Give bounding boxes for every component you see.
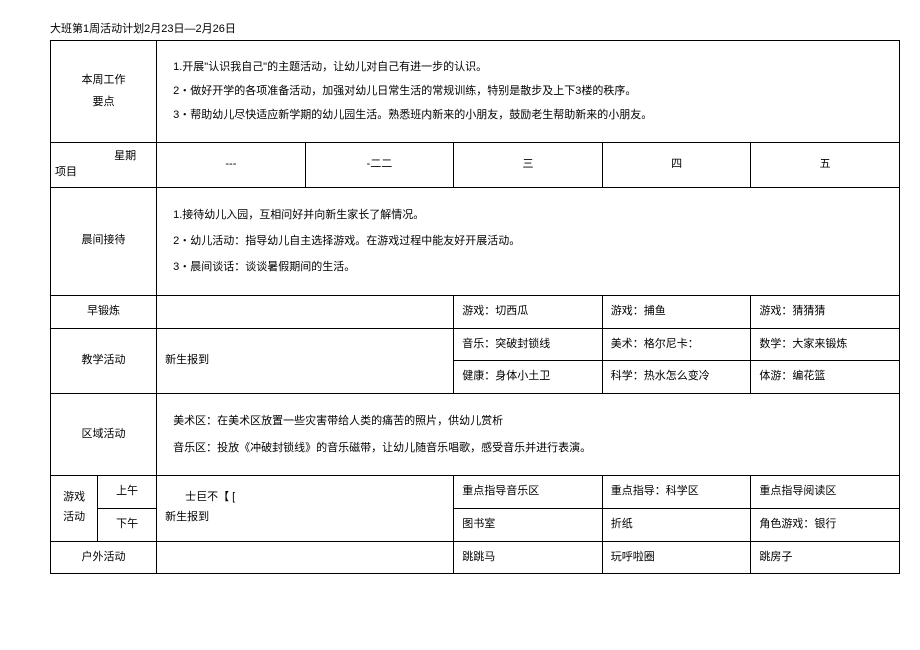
game-d12: 士巨不【 [ 新生报到 [157,475,454,541]
teaching-d4b: 科学：热水怎么变冷 [602,361,751,394]
game-pm-d3: 图书室 [454,508,603,541]
morning-reception-1: 1.接待幼儿入园，互相问好并向新生家长了解情况。 [173,202,883,228]
week-point-3: 3・帮助幼儿尽快适应新学期的幼儿园生活。熟悉班内新来的小朋友，鼓励老生帮助新来的… [173,103,883,127]
game-pm-d5: 角色游戏：银行 [751,508,900,541]
outdoor-d12 [157,541,454,574]
game-pm-d12: 新生报到 [165,508,445,528]
area-activity-2: 音乐区：投放《冲破封锁线》的音乐磁带，让幼儿随音乐唱歌，感受音乐并进行表演。 [173,435,883,461]
morning-exercise-d4: 游戏：捕鱼 [602,295,751,328]
game-activity-header: 游戏 活动 [51,475,98,541]
week-point-1: 1.开展"认识我自己"的主题活动，让幼儿对自己有进一步的认识。 [173,55,883,79]
outdoor-header: 户外活动 [51,541,157,574]
teaching-d5b: 体游：编花篮 [751,361,900,394]
outdoor-d4: 玩呼啦圈 [602,541,751,574]
game-am-d3: 重点指导音乐区 [454,475,603,508]
teaching-newstudent: 新生报到 [157,328,454,394]
week-points-header: 本周工作 要点 [51,41,157,143]
teaching-header: 教学活动 [51,328,157,394]
day-3-header: 三 [454,142,603,187]
game-am-d4: 重点指导：科学区 [602,475,751,508]
outdoor-d5: 跳房子 [751,541,900,574]
morning-exercise-d5: 游戏：猜猜猜 [751,295,900,328]
day-label: 星期 [114,147,136,167]
teaching-d4a: 美术：格尔尼卡： [602,328,751,361]
morning-reception-content: 1.接待幼儿入园，互相问好并向新生家长了解情况。 2・幼儿活动：指导幼儿自主选择… [157,187,900,295]
morning-reception-2: 2・幼儿活动：指导幼儿自主选择游戏。在游戏过程中能友好开展活动。 [173,228,883,254]
morning-exercise-d3: 游戏：切西瓜 [454,295,603,328]
outdoor-d3: 跳跳马 [454,541,603,574]
teaching-d3b: 健康：身体小土卫 [454,361,603,394]
week-points-content: 1.开展"认识我自己"的主题活动，让幼儿对自己有进一步的认识。 2・做好开学的各… [157,41,900,143]
day-4-header: 四 [602,142,751,187]
morning-exercise-d12 [157,295,454,328]
teaching-d5a: 数学：大家来锻炼 [751,328,900,361]
game-am-d12: 士巨不【 [ [165,488,445,508]
morning-exercise-header: 早锻炼 [51,295,157,328]
area-activity-header: 区域活动 [51,394,157,476]
activity-plan-table: 本周工作 要点 1.开展"认识我自己"的主题活动，让幼儿对自己有进一步的认识。 … [50,40,900,574]
morning-reception-3: 3・晨间谈话：谈谈暑假期间的生活。 [173,254,883,280]
project-label: 项目 [55,163,77,183]
diagonal-header: 星期 项目 [51,142,157,187]
area-activity-content: 美术区：在美术区放置一些灾害带给人类的痛苦的照片，供幼儿赏析 音乐区：投放《冲破… [157,394,900,476]
area-activity-1: 美术区：在美术区放置一些灾害带给人类的痛苦的照片，供幼儿赏析 [173,408,883,434]
morning-reception-header: 晨间接待 [51,187,157,295]
day-1-header: --- [157,142,306,187]
week-point-2: 2・做好开学的各项准备活动，加强对幼儿日常生活的常规训练，特别是散步及上下3楼的… [173,79,883,103]
day-5-header: 五 [751,142,900,187]
game-pm-d4: 折纸 [602,508,751,541]
page-title: 大班第1周活动计划2月23日—2月26日 [20,20,900,36]
game-am-header: 上午 [98,475,157,508]
game-am-d5: 重点指导阅读区 [751,475,900,508]
game-pm-header: 下午 [98,508,157,541]
teaching-d3a: 音乐：突破封锁线 [454,328,603,361]
day-2-header: -二二 [305,142,454,187]
